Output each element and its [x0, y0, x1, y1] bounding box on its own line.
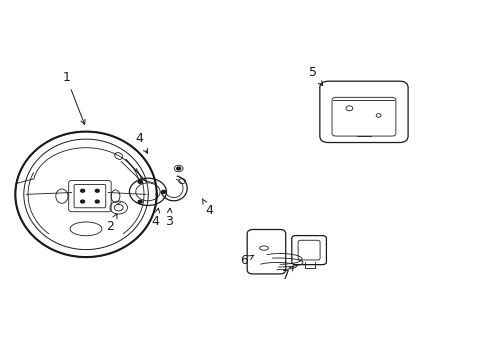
Circle shape [81, 189, 84, 192]
Text: 2: 2 [106, 214, 117, 233]
Text: 7: 7 [282, 266, 293, 282]
Circle shape [138, 180, 142, 183]
Circle shape [81, 200, 84, 203]
Text: 3: 3 [164, 208, 172, 228]
Text: 6: 6 [240, 254, 253, 267]
Text: 5: 5 [308, 66, 322, 85]
Circle shape [95, 189, 99, 192]
Text: 4: 4 [151, 208, 160, 228]
Text: 1: 1 [62, 71, 85, 125]
Circle shape [176, 167, 180, 170]
Text: 4: 4 [202, 199, 213, 217]
Circle shape [161, 190, 165, 193]
Circle shape [95, 200, 99, 203]
Circle shape [138, 200, 142, 203]
Text: 4: 4 [136, 132, 147, 153]
